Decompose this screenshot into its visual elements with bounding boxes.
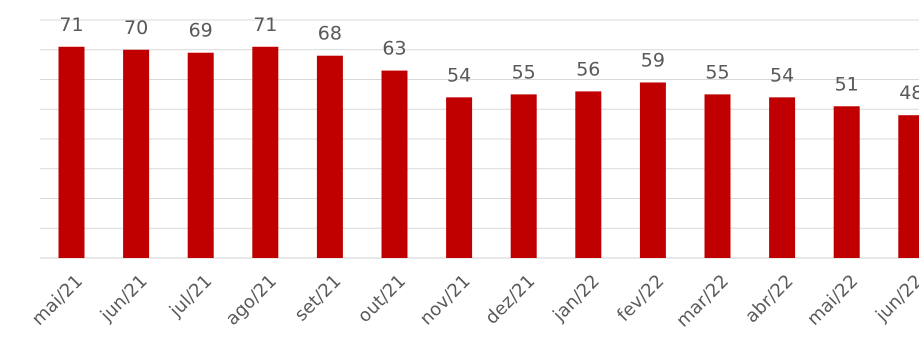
data-label: 68 — [318, 23, 342, 45]
x-tick-label: jan/22 — [548, 271, 603, 326]
data-labels: 71 70 69 71 68 63 54 55 56 59 55 54 51 48 — [59, 14, 919, 104]
x-tick-label: out/21 — [354, 271, 410, 327]
bar — [123, 49, 150, 258]
x-tick-label: fev/22 — [613, 271, 668, 326]
x-tick-label: set/21 — [291, 271, 346, 326]
gridlines — [40, 19, 919, 259]
bar — [316, 55, 343, 259]
x-tick-label: dez/21 — [481, 271, 539, 329]
x-tick-label: mai/21 — [28, 271, 87, 330]
x-axis-tick-labels: mai/21 jun/21 jul/21 ago/21 set/21 out/21 nov/… — [28, 271, 919, 332]
data-label: 56 — [576, 58, 600, 80]
x-tick-label: jun/21 — [96, 271, 152, 327]
data-label: 63 — [382, 38, 406, 60]
data-label: 70 — [124, 17, 148, 39]
data-label: 59 — [641, 49, 665, 71]
bar — [187, 52, 214, 258]
bars — [58, 46, 919, 259]
bar — [446, 97, 473, 258]
data-label: 71 — [253, 14, 277, 36]
bar — [381, 70, 408, 258]
x-tick-label: jul/21 — [165, 271, 216, 322]
bar — [575, 91, 602, 259]
bar — [898, 115, 919, 258]
data-label: 55 — [512, 61, 536, 83]
bar — [833, 106, 860, 259]
data-label: 51 — [835, 73, 859, 95]
bar — [704, 94, 731, 258]
data-label: 69 — [189, 20, 213, 42]
x-tick-label: ago/21 — [222, 271, 281, 330]
data-label: 48 — [899, 82, 919, 104]
data-label: 54 — [770, 64, 794, 86]
bar — [639, 82, 666, 258]
bar — [510, 94, 537, 258]
data-label: 71 — [59, 14, 83, 36]
x-tick-label: mar/22 — [672, 271, 733, 332]
x-tick-label: mai/22 — [803, 271, 862, 330]
x-tick-label: jun/22 — [871, 271, 919, 327]
data-label: 54 — [447, 64, 471, 86]
x-tick-label: abr/22 — [741, 271, 797, 327]
bar — [769, 97, 796, 258]
x-tick-label: nov/21 — [416, 271, 475, 330]
data-label: 55 — [705, 61, 729, 83]
bar — [58, 46, 85, 259]
bar — [252, 46, 279, 259]
